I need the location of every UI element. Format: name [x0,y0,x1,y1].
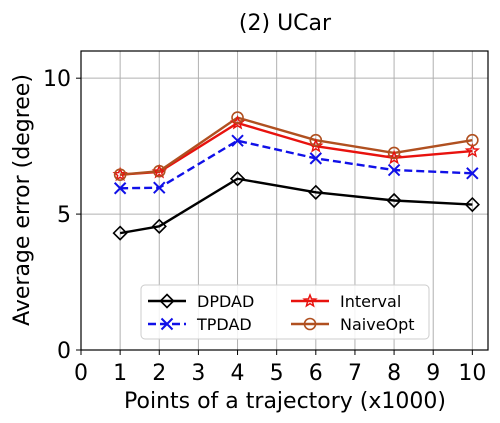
series-line-naiveopt [120,116,473,176]
data-point-interval [464,142,481,158]
x-tick-label: 1 [113,361,127,386]
data-point-naiveopt [466,133,479,147]
series-lines [119,116,473,235]
marker-stroke [466,167,479,180]
legend-label-interval: Interval [340,292,401,311]
data-point-dpdad [386,192,402,209]
data-point-tpdad [153,181,166,194]
y-tick-label: 5 [57,203,71,228]
data-point-naiveopt [231,111,244,124]
legend: DPDAD TPDAD Interval NaiveOpt [140,284,430,340]
legend-marker-dpdad [159,293,175,309]
legend-label-tpdad: TPDAD [196,315,252,334]
legend-label-dpdad: DPDAD [197,292,254,311]
series-line-dpdad [119,177,473,235]
data-point-dpdad [112,225,128,241]
x-axis-ticks: 0 1 2 3 4 5 6 7 8 9 10 [74,350,486,386]
series-line-tpdad [120,139,473,190]
data-point-dpdad [151,218,167,234]
legend-marker-tpdad [160,317,174,331]
y-axis-ticks: 0 5 10 [43,67,81,364]
x-tick-label: 2 [152,361,166,386]
data-point-tpdad [231,134,244,147]
chart-title: (2) UCar [239,11,332,36]
data-point-naiveopt [152,164,166,178]
data-point-tpdad [387,163,401,177]
data-point-tpdad [309,152,323,165]
legend-box [140,284,430,340]
data-point-naiveopt [309,133,323,147]
marker-stroke [231,134,244,147]
x-tick-label: 10 [458,361,486,386]
y-tick-label: 10 [43,67,71,92]
marker-stroke [113,182,127,195]
plot-frame [80,50,489,351]
x-tick-label: 7 [348,361,362,386]
legend-marker-interval [302,292,318,308]
data-point-tpdad [466,167,479,180]
y-tick-label: 0 [57,339,71,364]
marker-stroke [160,317,174,331]
data-point-tpdad [113,182,127,195]
data-point-dpdad [464,196,480,213]
data-point-naiveopt [113,168,127,181]
data-point-dpdad [229,171,246,187]
x-tick-label: 4 [231,361,245,386]
x-tick-label: 3 [191,361,205,386]
data-point-dpdad [308,184,324,200]
marker-stroke [153,181,166,194]
x-axis-label: Points of a trajectory (x1000) [124,389,446,414]
marker-stroke [309,152,323,165]
marker-stroke [387,163,401,177]
data-point-naiveopt [387,146,401,160]
legend-marker-naiveopt [303,317,317,331]
x-tick-label: 9 [426,361,440,386]
x-tick-label: 5 [270,361,284,386]
x-tick-label: 0 [74,361,88,386]
y-axis-label: Average error (degree) [10,74,35,326]
series-markers [112,111,481,241]
x-tick-label: 8 [387,361,401,386]
x-tick-label: 6 [309,361,323,386]
data-point-interval [151,163,167,179]
legend-label-naiveopt: NaiveOpt [340,315,415,334]
